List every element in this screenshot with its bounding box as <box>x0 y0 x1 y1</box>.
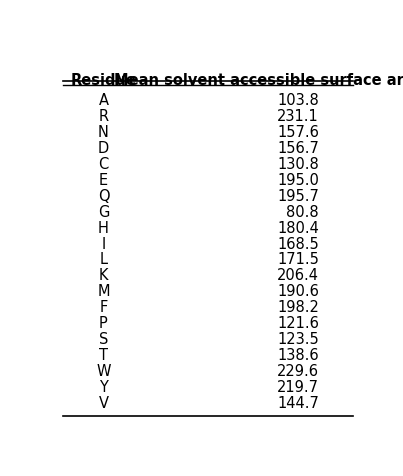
Text: V: V <box>98 396 108 411</box>
Text: D: D <box>98 141 109 156</box>
Text: L: L <box>100 252 108 268</box>
Text: M: M <box>97 284 110 299</box>
Text: 168.5: 168.5 <box>277 237 319 251</box>
Text: 198.2: 198.2 <box>277 300 319 315</box>
Text: S: S <box>99 332 108 347</box>
Text: 171.5: 171.5 <box>277 252 319 268</box>
Text: 80.8: 80.8 <box>287 205 319 219</box>
Text: F: F <box>100 300 108 315</box>
Text: W: W <box>96 364 111 379</box>
Text: Residue: Residue <box>71 73 136 88</box>
Text: 123.5: 123.5 <box>277 332 319 347</box>
Text: Q: Q <box>98 188 109 204</box>
Text: 219.7: 219.7 <box>277 380 319 395</box>
Text: N: N <box>98 125 109 140</box>
Text: 144.7: 144.7 <box>277 396 319 411</box>
Text: 103.8: 103.8 <box>277 93 319 108</box>
Text: 156.7: 156.7 <box>277 141 319 156</box>
Text: I: I <box>101 237 106 251</box>
Text: E: E <box>99 173 108 188</box>
Text: 130.8: 130.8 <box>277 157 319 172</box>
Text: A: A <box>98 93 108 108</box>
Text: 195.7: 195.7 <box>277 188 319 204</box>
Text: 180.4: 180.4 <box>277 220 319 236</box>
Text: 157.6: 157.6 <box>277 125 319 140</box>
Text: 229.6: 229.6 <box>277 364 319 379</box>
Text: 231.1: 231.1 <box>277 109 319 124</box>
Text: H: H <box>98 220 109 236</box>
Text: 195.0: 195.0 <box>277 173 319 188</box>
Text: C: C <box>98 157 108 172</box>
Text: P: P <box>99 316 108 331</box>
Text: Mean solvent accessible surface area: Mean solvent accessible surface area <box>114 73 403 88</box>
Text: Y: Y <box>99 380 108 395</box>
Text: 206.4: 206.4 <box>277 268 319 283</box>
Text: T: T <box>99 348 108 363</box>
Text: 190.6: 190.6 <box>277 284 319 299</box>
Text: G: G <box>98 205 109 219</box>
Text: 121.6: 121.6 <box>277 316 319 331</box>
Text: R: R <box>98 109 108 124</box>
Text: 138.6: 138.6 <box>277 348 319 363</box>
Text: K: K <box>99 268 108 283</box>
